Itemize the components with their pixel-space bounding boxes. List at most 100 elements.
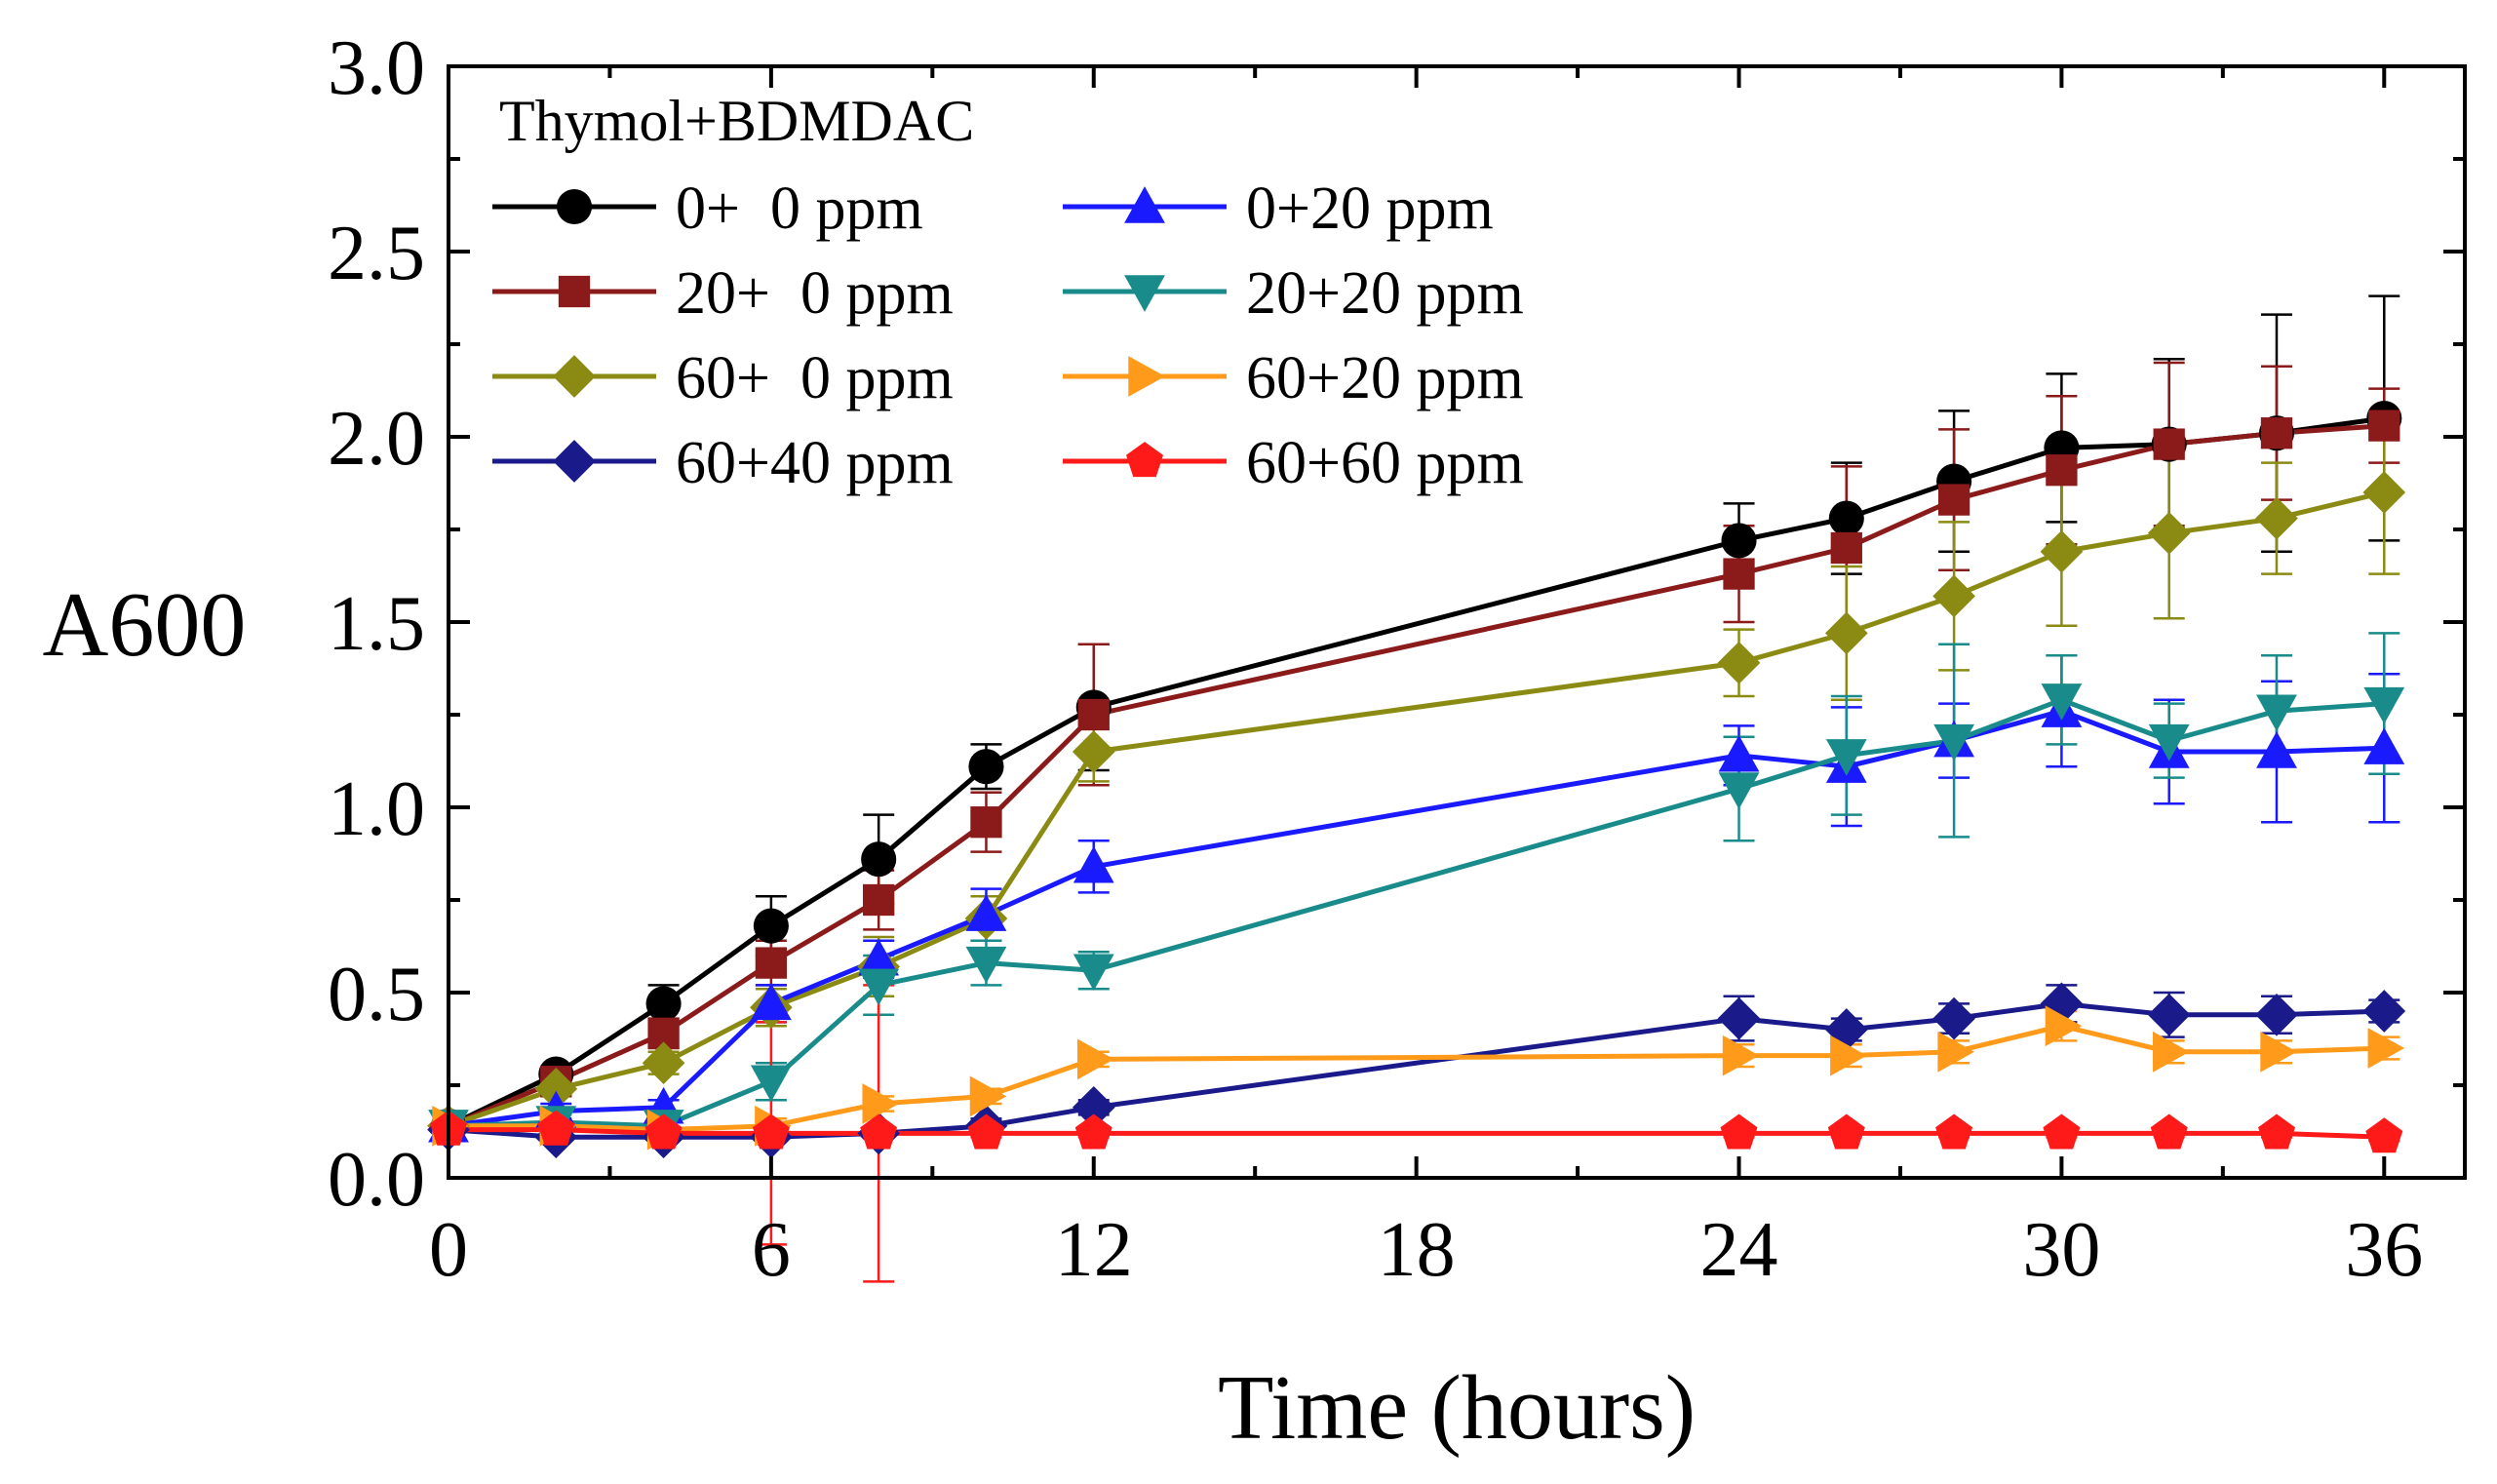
x-tick-label: 0 — [429, 1207, 468, 1293]
data-point — [645, 986, 682, 1022]
data-point — [2150, 1113, 2188, 1150]
data-point — [858, 938, 900, 976]
data-point — [2152, 1031, 2190, 1073]
legend-label: 60+60 ppm — [1246, 430, 1524, 496]
y-tick-label: 1.5 — [328, 581, 425, 667]
data-point — [642, 1041, 685, 1085]
x-tick-label: 30 — [2022, 1207, 2100, 1293]
data-point — [1932, 996, 1975, 1040]
data-point — [2046, 454, 2078, 487]
data-point — [1937, 1031, 1975, 1073]
y-tick-label: 2.5 — [328, 211, 425, 296]
axes: 0 6 12 18 24 30 36 0.0 0.5 1.0 1.5 2.0 2.5 3.0 — [328, 25, 2467, 1293]
legend-label: 60+ 0 ppm — [676, 345, 954, 411]
data-point — [534, 1067, 578, 1111]
data-point — [2255, 496, 2298, 540]
data-point — [1072, 730, 1115, 773]
legend-marker — [556, 188, 593, 225]
data-point — [752, 1113, 790, 1150]
data-point — [1933, 723, 1975, 762]
legend-label: 20+ 0 ppm — [676, 260, 954, 327]
data-point — [2147, 993, 2191, 1036]
x-tick-label: 12 — [1055, 1207, 1133, 1293]
data-point — [2363, 686, 2405, 724]
data-point — [2045, 1005, 2083, 1047]
legend-marker — [553, 440, 596, 483]
data-point — [2256, 731, 2297, 768]
data-point — [2362, 990, 2406, 1033]
data-point — [1073, 954, 1114, 992]
data-point — [1824, 611, 1868, 655]
data-point — [2043, 1113, 2081, 1150]
legend: Thymol+BDMDAC 0+ 0 ppm 0+20 ppm 20+ 0 ppm 20… — [492, 89, 1524, 496]
legend-label: 0+20 ppm — [1246, 176, 1494, 242]
data-point — [2363, 727, 2405, 764]
data-point — [1072, 1085, 1115, 1129]
data-point — [2148, 723, 2190, 762]
legend-label: 60+40 ppm — [676, 430, 954, 496]
data-point — [1935, 1113, 1973, 1150]
data-point — [1717, 641, 1761, 684]
x-tick-label: 6 — [752, 1207, 791, 1293]
series-line — [449, 1023, 2385, 1133]
data-point — [2258, 1113, 2295, 1150]
data-point — [750, 1065, 792, 1103]
data-point — [863, 883, 895, 917]
data-point — [1830, 531, 1862, 565]
data-point — [1830, 1035, 1867, 1076]
data-point — [2260, 1031, 2297, 1073]
data-point — [970, 806, 1002, 839]
data-point — [1937, 484, 1970, 516]
data-point — [1077, 698, 1110, 731]
y-tick-label: 1.0 — [328, 766, 425, 852]
legend-label: 60+20 ppm — [1246, 345, 1524, 411]
data-point — [1723, 558, 1755, 590]
data-point — [967, 1113, 1005, 1150]
data-point — [1717, 996, 1761, 1040]
x-tick-label: 36 — [2345, 1207, 2423, 1293]
data-point — [644, 1113, 683, 1150]
legend-label: 0+ 0 ppm — [676, 176, 923, 242]
legend-title: Thymol+BDMDAC — [499, 89, 974, 153]
legend-marker — [1126, 442, 1163, 478]
data-point — [1073, 845, 1114, 883]
data-point — [2153, 428, 2185, 460]
data-point — [2256, 694, 2297, 732]
y-axis-title: A600 — [43, 574, 247, 676]
data-point — [2147, 511, 2191, 555]
series-lines — [447, 415, 2385, 1140]
data-point — [1722, 1035, 1760, 1076]
data-point — [1718, 734, 1760, 772]
x-tick-label: 24 — [1700, 1207, 1778, 1293]
data-point — [2368, 410, 2400, 442]
data-point — [861, 841, 897, 878]
y-tick-label: 0.0 — [328, 1137, 425, 1223]
data-point — [1720, 1113, 1758, 1150]
legend-marker — [1124, 186, 1165, 223]
data-point — [2260, 417, 2293, 449]
data-point — [1828, 500, 1864, 536]
legend-marker — [553, 355, 596, 398]
data-point — [2040, 529, 2084, 573]
data-point — [1074, 1113, 1112, 1150]
data-point — [1077, 1038, 1114, 1080]
data-point — [1825, 739, 1867, 776]
series-line — [448, 697, 2385, 1129]
data-point — [755, 947, 788, 979]
data-point — [1932, 574, 1975, 618]
data-point — [2362, 471, 2406, 514]
data-point — [860, 1113, 898, 1150]
series-line — [448, 423, 2385, 1129]
x-tick-label: 18 — [1378, 1207, 1456, 1293]
data-point — [1718, 772, 1760, 809]
y-tick-label: 0.5 — [328, 952, 425, 1037]
series-line — [447, 415, 2385, 1129]
series-markers — [427, 400, 2406, 1159]
y-tick-label: 2.0 — [328, 396, 425, 482]
data-point — [2041, 683, 2083, 721]
y-tick-label: 3.0 — [328, 25, 425, 111]
data-point — [858, 968, 900, 1006]
data-point — [862, 1083, 900, 1124]
